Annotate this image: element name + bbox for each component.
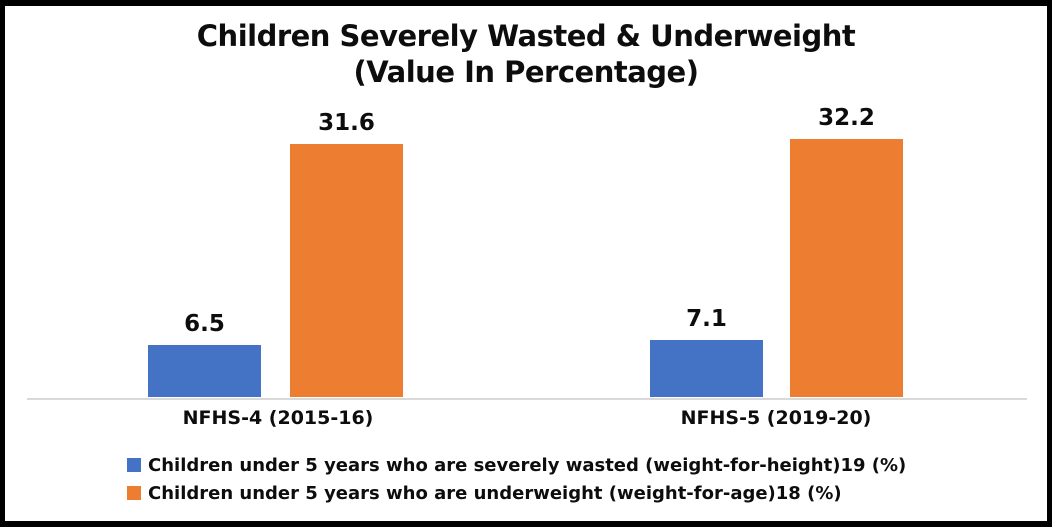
x-axis-line bbox=[27, 398, 1027, 400]
legend-item-underweight: Children under 5 years who are underweig… bbox=[127, 482, 906, 504]
value-label-underweight-nfhs5: 32.2 bbox=[818, 105, 875, 131]
legend-marker-underweight bbox=[127, 486, 141, 500]
value-label-severely-wasted-nfhs5: 7.1 bbox=[686, 306, 727, 332]
x-axis-label-nfhs4: NFHS-4 (2015-16) bbox=[182, 407, 374, 429]
chart-title-line2: (Value In Percentage) bbox=[353, 55, 699, 89]
legend-label-severely-wasted: Children under 5 years who are severely … bbox=[148, 454, 907, 476]
chart-title: Children Severely Wasted & Underweight (… bbox=[5, 18, 1047, 90]
bar-severely-wasted-nfhs4: 6.5 bbox=[148, 311, 261, 397]
bar-severely-wasted-nfhs5: 7.1 bbox=[650, 306, 763, 397]
chart-title-line1: Children Severely Wasted & Underweight bbox=[196, 19, 856, 53]
legend: Children under 5 years who are severely … bbox=[127, 454, 906, 510]
legend-item-severely-wasted: Children under 5 years who are severely … bbox=[127, 454, 906, 476]
x-axis-label-nfhs5: NFHS-5 (2019-20) bbox=[680, 407, 872, 429]
bar-underweight-nfhs4: 31.6 bbox=[290, 110, 403, 397]
legend-label-underweight: Children under 5 years who are underweig… bbox=[148, 482, 842, 504]
bar-underweight-nfhs5: 32.2 bbox=[790, 105, 903, 397]
value-label-underweight-nfhs4: 31.6 bbox=[318, 110, 375, 136]
legend-marker-severely-wasted bbox=[127, 458, 141, 472]
value-label-severely-wasted-nfhs4: 6.5 bbox=[184, 311, 225, 337]
